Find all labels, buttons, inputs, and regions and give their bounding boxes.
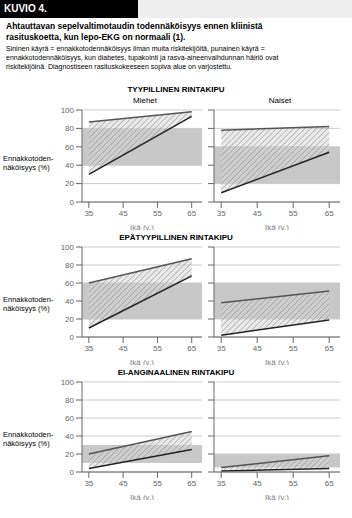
svg-text:80: 80 (65, 396, 74, 405)
html-text:Ennakkotoden- näköisyys (%): Ennakkotoden- näköisyys (%) (3, 153, 54, 172)
svg-text:65: 65 (187, 479, 196, 488)
svg-text:55: 55 (289, 209, 298, 218)
svg-text:35: 35 (217, 209, 226, 218)
svg-text:45: 45 (253, 479, 262, 488)
svg-text:20: 20 (65, 180, 74, 189)
html-text:Miehet: Miehet (133, 96, 157, 106)
html-text:Ennakkotoden- näköisyys (%): Ennakkotoden- näköisyys (%) (3, 430, 54, 449)
svg-text:55: 55 (153, 209, 162, 218)
html-text:Ahtauttavan sepelvaltimotaudin: Ahtauttavan sepelvaltimotaudin todennäkö… (6, 21, 263, 42)
svg-text:0: 0 (70, 198, 75, 207)
svg-text:40: 40 (65, 297, 74, 306)
svg-text:65: 65 (187, 344, 196, 353)
svg-text:60: 60 (65, 143, 74, 152)
html-text:Ennakkotoden- näköisyys (%): Ennakkotoden- näköisyys (%) (3, 295, 54, 314)
svg-text:55: 55 (153, 344, 162, 353)
svg-text:40: 40 (65, 161, 74, 170)
svg-text:45: 45 (119, 479, 128, 488)
svg-text:20: 20 (65, 315, 74, 324)
svg-text:20: 20 (65, 450, 74, 459)
html-text:EPÄTYYPILLINEN RINTAKIPU: EPÄTYYPILLINEN RINTAKIPU (119, 233, 233, 243)
svg-text:65: 65 (325, 479, 334, 488)
svg-text:45: 45 (253, 209, 262, 218)
svg-text:Ikä (v.): Ikä (v.) (265, 493, 289, 500)
html-text:KUVIO 4.: KUVIO 4. (4, 3, 47, 14)
svg-text:35: 35 (217, 479, 226, 488)
html-text:EI-ANGINAALINEN RINTAKIPU: EI-ANGINAALINEN RINTAKIPU (117, 368, 235, 378)
svg-text:45: 45 (253, 344, 262, 353)
svg-text:100: 100 (61, 106, 75, 115)
svg-text:35: 35 (84, 344, 93, 353)
svg-text:Ikä (v.): Ikä (v.) (265, 358, 289, 365)
svg-text:65: 65 (325, 344, 334, 353)
svg-text:35: 35 (84, 209, 93, 218)
svg-text:0: 0 (70, 333, 75, 342)
svg-text:Ikä (v.): Ikä (v.) (130, 493, 154, 500)
svg-text:80: 80 (65, 261, 74, 270)
svg-text:80: 80 (65, 124, 74, 133)
svg-text:0: 0 (70, 468, 75, 477)
svg-text:100: 100 (61, 243, 75, 252)
svg-text:60: 60 (65, 279, 74, 288)
svg-text:Ikä (v.): Ikä (v.) (265, 223, 289, 230)
svg-text:40: 40 (65, 432, 74, 441)
svg-text:45: 45 (119, 344, 128, 353)
svg-text:100: 100 (61, 378, 75, 387)
svg-text:55: 55 (289, 479, 298, 488)
svg-text:65: 65 (187, 209, 196, 218)
svg-text:45: 45 (119, 209, 128, 218)
html-text:Sininen käyrä = ennakkotodennä: Sininen käyrä = ennakkotodennäköisyys il… (6, 45, 279, 70)
html-text:TYYPILLINEN RINTAKIPU: TYYPILLINEN RINTAKIPU (127, 85, 225, 95)
svg-text:55: 55 (153, 479, 162, 488)
svg-text:65: 65 (325, 209, 334, 218)
svg-text:35: 35 (84, 479, 93, 488)
svg-text:Ikä (v.): Ikä (v.) (130, 223, 154, 230)
svg-text:60: 60 (65, 414, 74, 423)
svg-text:35: 35 (217, 344, 226, 353)
html-text:Naiset: Naiset (268, 96, 292, 106)
svg-text:Ikä (v.): Ikä (v.) (130, 358, 154, 365)
svg-text:55: 55 (289, 344, 298, 353)
